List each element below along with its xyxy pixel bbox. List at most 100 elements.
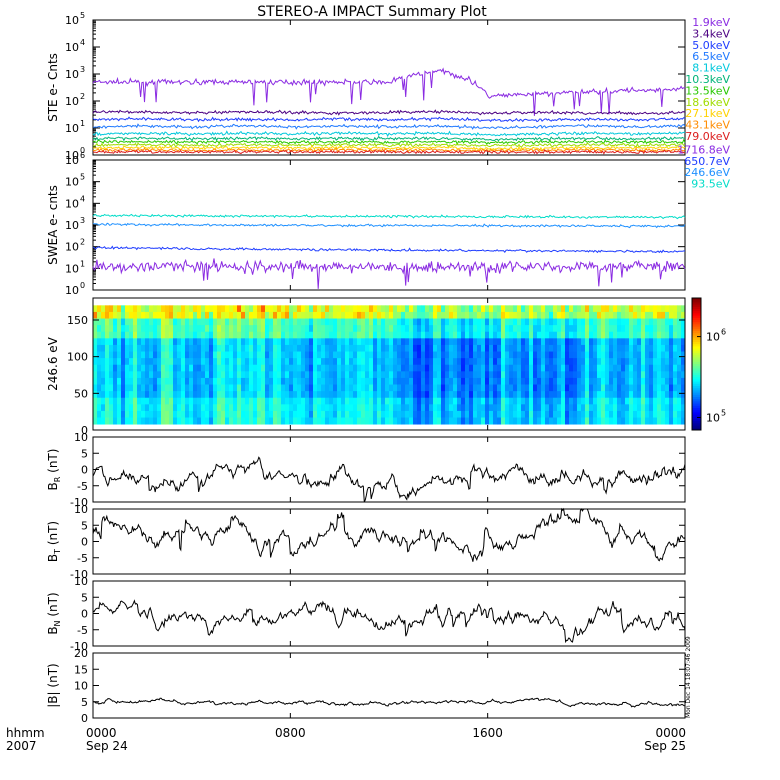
ste-ytick-label-2: 10 — [65, 95, 79, 108]
time-axis-format-label: hhmm — [6, 726, 45, 740]
time-tick-label-1: 0800 — [275, 726, 306, 740]
time-axis-year-label: 2007 — [6, 739, 37, 753]
ste-ytick-exp-2: 2 — [80, 92, 85, 101]
colorbar-tick-label-6: 10 — [706, 331, 720, 344]
swea-ytick-exp-4: 4 — [80, 194, 85, 203]
pad-frame — [92, 297, 686, 431]
legend-swea-93.5eV: 93.5eV — [691, 178, 730, 191]
pad-ylabel: 246.6 eV — [46, 336, 60, 391]
legend-ste-27.1keV: 27.1keV — [685, 107, 730, 120]
panel-bmag: 0 5 10 15 20 |B| (nT) — [46, 647, 686, 725]
ste-ytick-exp-0: 0 — [80, 146, 85, 155]
br-ylabel: BR (nT) — [46, 449, 62, 491]
bn-ytick-label-0: 0 — [81, 608, 88, 621]
legend-swea-1716.8eV: 1716.8eV — [677, 143, 730, 156]
legend-ste-3.4keV: 3.4keV — [692, 27, 730, 40]
swea-ylabel: SWEA e- cnts — [46, 185, 60, 265]
ste-series-5.0keV — [92, 116, 686, 123]
ste-series-27.1keV — [92, 144, 686, 152]
time-tick-label-0: 0000 — [86, 726, 117, 740]
legend-ste-6.5keV: 6.5keV — [692, 50, 730, 63]
ste-ytick-label-5: 10 — [65, 14, 79, 27]
ste-frame — [92, 19, 686, 156]
bn-trace — [92, 599, 686, 644]
bn-ytick-label-5: 5 — [81, 591, 88, 604]
bmag-ytick-label-20: 20 — [74, 647, 88, 660]
energy-legend: 1.9keV3.4keV5.0keV6.5keV8.1keV10.3keV13.… — [677, 16, 730, 191]
ste-ytick-label-0: 10 — [65, 149, 79, 162]
ste-series-18.6keV — [93, 141, 686, 148]
bt-ylabel: BT (nT) — [46, 521, 62, 562]
ste-series-3.4keV — [92, 109, 686, 116]
swea-series-650.7eV — [92, 245, 686, 254]
bt-ytick-label-10: 10 — [74, 503, 88, 516]
br-ytick-label-5: 5 — [81, 447, 88, 460]
swea-series-1716.8eV — [92, 258, 686, 289]
swea-series-93.5eV — [92, 213, 686, 220]
ste-series-13.5keV — [92, 138, 686, 146]
time-tick-date-3: Sep 25 — [644, 739, 686, 753]
ste-ytick-exp-4: 4 — [80, 38, 85, 47]
time-tick-date-0: Sep 24 — [86, 739, 128, 753]
bn-ylabel: BN (nT) — [46, 592, 62, 634]
time-tick-label-3: 0000 — [655, 726, 686, 740]
bt-ytick-label-5: 5 — [81, 519, 88, 532]
swea-ytick-exp-1: 1 — [80, 259, 85, 268]
ste-ytick-label-1: 10 — [65, 122, 79, 135]
br-ytick-label-10: 10 — [74, 431, 88, 444]
bt-ytick-label-0: 0 — [81, 536, 88, 549]
legend-ste-5.0keV: 5.0keV — [692, 39, 730, 52]
bn-ytick-label-10: 10 — [74, 575, 88, 588]
br-ytick-label--5: -5 — [77, 480, 88, 493]
bmag-trace — [92, 697, 686, 708]
ste-ytick-label-3: 10 — [65, 68, 79, 81]
br-ytick-label--10: -10 — [70, 496, 88, 509]
bt-ytick-label--10: -10 — [70, 568, 88, 581]
ste-ytick-label-4: 10 — [65, 41, 79, 54]
pad-ytick-label-150: 150 — [67, 314, 88, 327]
legend-ste-79.0keV: 79.0keV — [685, 130, 730, 143]
bmag-ylabel: |B| (nT) — [46, 663, 60, 707]
ste-series-8.1keV — [92, 130, 686, 138]
ste-ytick-exp-5: 5 — [80, 11, 85, 20]
pad-ytick-label-0: 0 — [81, 424, 88, 437]
bn-ytick-label--5: -5 — [77, 624, 88, 637]
ste-ylabel: STE e- Cnts — [46, 53, 60, 122]
ste-series-10.3keV — [92, 135, 686, 142]
figure-title: STEREO-A IMPACT Summary Plot — [257, 4, 487, 20]
pad-ytick-label-50: 50 — [74, 387, 88, 400]
time-tick-label-2: 1600 — [472, 726, 503, 740]
legend-swea-650.7eV: 650.7eV — [684, 155, 730, 168]
bt-trace — [92, 507, 686, 562]
pad-ytick-label-100: 100 — [67, 351, 88, 364]
swea-ytick-exp-5: 5 — [80, 173, 85, 182]
legend-ste-1.9keV: 1.9keV — [692, 16, 730, 29]
br-trace — [92, 456, 686, 503]
swea-ytick-exp-0: 0 — [80, 281, 85, 290]
colorbar-frame — [691, 297, 702, 431]
colorbar-tick-exp-6: 6 — [721, 328, 726, 337]
br-ytick-label-0: 0 — [81, 464, 88, 477]
bmag-ytick-label-15: 15 — [74, 663, 88, 676]
swea-ytick-label-6: 10 — [65, 154, 79, 167]
legend-ste-10.3keV: 10.3keV — [685, 73, 730, 86]
bmag-ytick-label-0: 0 — [81, 712, 88, 725]
bn-ytick-label--10: -10 — [70, 640, 88, 653]
generation-timestamp: Mon Dec 14 18:07:46 2009 — [685, 636, 692, 718]
pad-heatmap-cells — [93, 305, 686, 425]
swea-ytick-label-0: 10 — [65, 284, 79, 297]
legend-ste-8.1keV: 8.1keV — [692, 62, 730, 75]
swea-series-246.6eV — [92, 222, 686, 229]
swea-ytick-exp-2: 2 — [80, 238, 85, 247]
panel-br: -10 -5 0 5 10 BR (nT) — [46, 431, 686, 509]
swea-ytick-label-4: 10 — [65, 197, 79, 210]
legend-ste-43.1keV: 43.1keV — [685, 119, 730, 132]
legend-ste-18.6keV: 18.6keV — [685, 96, 730, 109]
ste-ytick-exp-1: 1 — [80, 119, 85, 128]
ste-ytick-exp-3: 3 — [80, 65, 85, 74]
